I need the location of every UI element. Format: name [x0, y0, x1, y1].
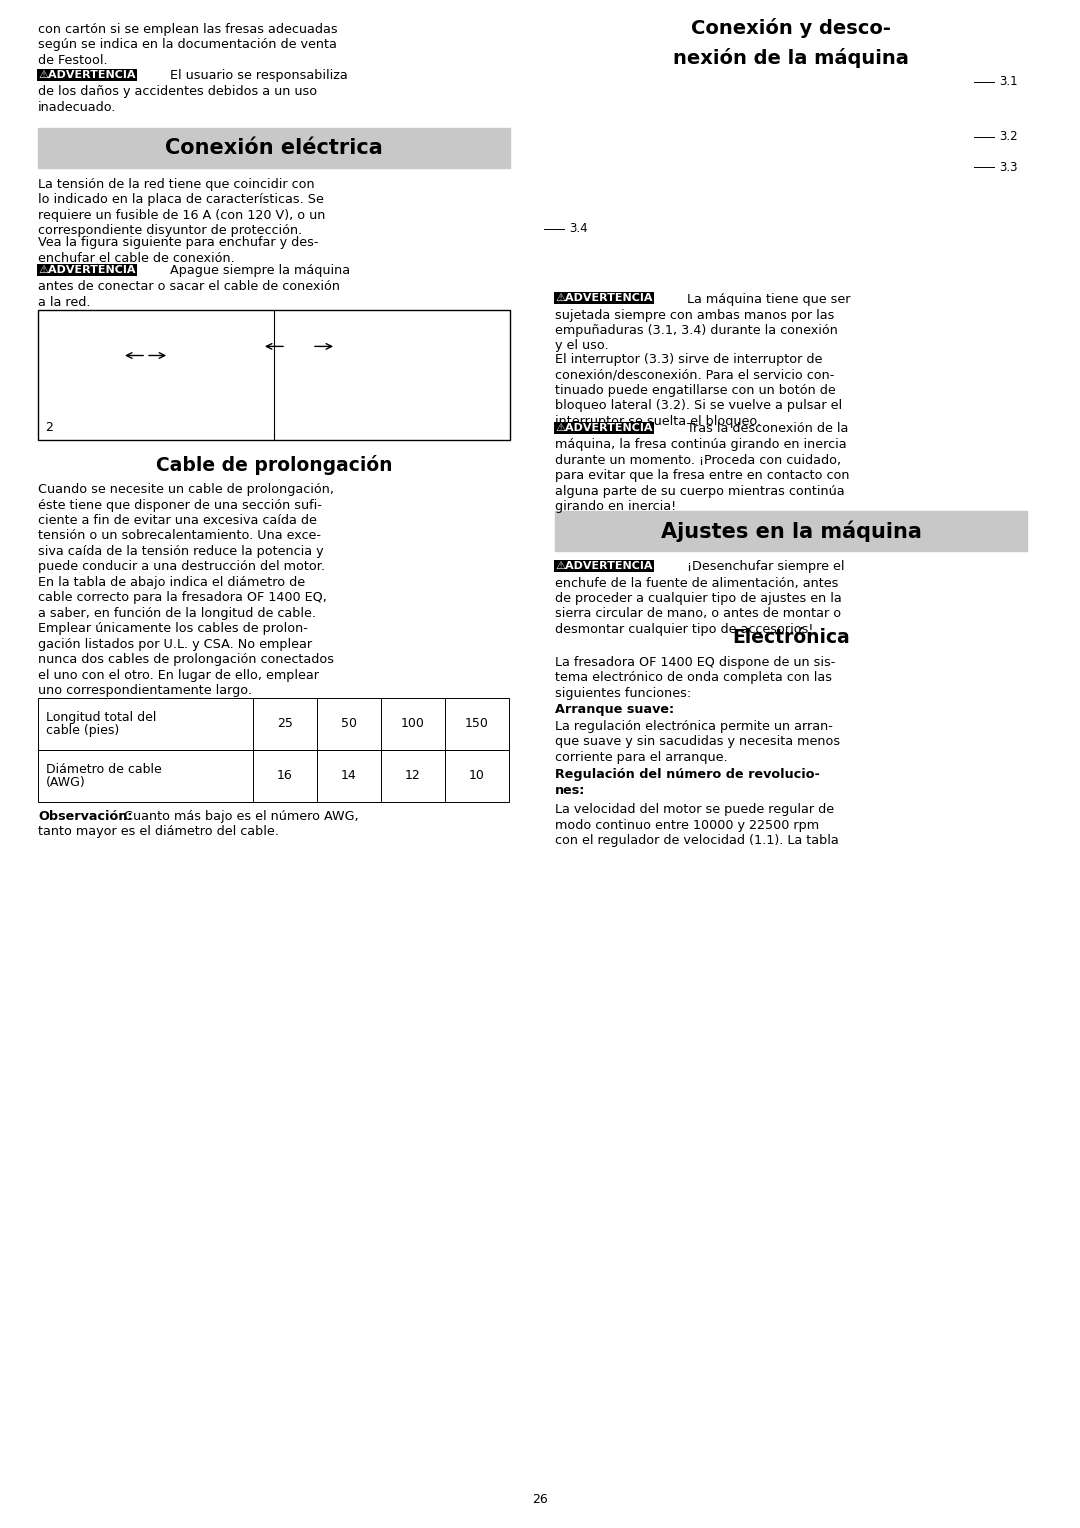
Text: tanto mayor es el diámetro del cable.: tanto mayor es el diámetro del cable. [38, 825, 279, 839]
Text: de Festool.: de Festool. [38, 53, 108, 67]
Text: Cuando se necesite un cable de prolongación,: Cuando se necesite un cable de prolongac… [38, 483, 334, 497]
Text: 3.2: 3.2 [999, 130, 1017, 144]
Text: nexión de la máquina: nexión de la máquina [673, 47, 909, 69]
Text: de los daños y accidentes debidos a un uso: de los daños y accidentes debidos a un u… [38, 86, 318, 98]
Text: siguientes funciones:: siguientes funciones: [555, 688, 691, 700]
Text: puede conducir a una destrucción del motor.: puede conducir a una destrucción del mot… [38, 561, 325, 573]
Text: ⚠ADVERTENCIA: ⚠ADVERTENCIA [555, 423, 652, 432]
Text: Tras la desconexión de la: Tras la desconexión de la [683, 423, 849, 435]
Text: Emplear únicamente los cables de prolon-: Emplear únicamente los cables de prolon- [38, 622, 308, 636]
Text: Regulación del número de revolucio-: Regulación del número de revolucio- [555, 769, 820, 781]
Text: sierra circular de mano, o antes de montar o: sierra circular de mano, o antes de mont… [555, 608, 841, 620]
Text: con cartón si se emplean las fresas adecuadas: con cartón si se emplean las fresas adec… [38, 23, 338, 37]
Text: Conexión eléctrica: Conexión eléctrica [165, 138, 383, 157]
Text: 3.4: 3.4 [569, 223, 588, 235]
Text: inadecuado.: inadecuado. [38, 101, 117, 115]
Text: según se indica en la documentación de venta: según se indica en la documentación de v… [38, 38, 337, 52]
Text: nes:: nes: [555, 784, 585, 796]
Text: (AWG): (AWG) [46, 776, 85, 790]
Text: 10: 10 [469, 770, 485, 782]
Text: Arranque suave:: Arranque suave: [555, 703, 674, 717]
Text: de proceder a cualquier tipo de ajustes en la: de proceder a cualquier tipo de ajustes … [555, 591, 841, 605]
Text: Observación:: Observación: [38, 810, 133, 824]
Text: corriente para el arranque.: corriente para el arranque. [555, 750, 728, 764]
Text: ¡Desenchufar siempre el: ¡Desenchufar siempre el [683, 561, 845, 573]
Text: tensión o un sobrecalentamiento. Una exce-: tensión o un sobrecalentamiento. Una exc… [38, 530, 321, 542]
Text: desmontar cualquier tipo de accesorios!: desmontar cualquier tipo de accesorios! [555, 623, 813, 636]
Text: bloqueo lateral (3.2). Si se vuelve a pulsar el: bloqueo lateral (3.2). Si se vuelve a pu… [555, 399, 842, 413]
Text: Apague siempre la máquina: Apague siempre la máquina [166, 264, 350, 278]
Bar [555, 510, 1027, 552]
Text: máquina, la fresa continúa girando en inercia: máquina, la fresa continúa girando en in… [555, 439, 847, 451]
Text: 50: 50 [341, 718, 357, 730]
Text: 25: 25 [278, 718, 293, 730]
Text: 3.1: 3.1 [999, 75, 1017, 89]
Text: Diámetro de cable: Diámetro de cable [46, 762, 162, 776]
Text: ⚠ADVERTENCIA: ⚠ADVERTENCIA [38, 264, 135, 275]
Text: el uno con el otro. En lugar de ello, emplear: el uno con el otro. En lugar de ello, em… [38, 669, 319, 681]
Text: enchufe de la fuente de alimentación, antes: enchufe de la fuente de alimentación, an… [555, 576, 838, 590]
Text: La regulación electrónica permite un arran-: La regulación electrónica permite un arr… [555, 720, 833, 733]
Text: ciente a fin de evitar una excesiva caída de: ciente a fin de evitar una excesiva caíd… [38, 513, 316, 527]
Text: interruptor se suelta el bloqueo.: interruptor se suelta el bloqueo. [555, 416, 761, 428]
Bar [38, 698, 509, 750]
Text: durante un momento. ¡Proceda con cuidado,: durante un momento. ¡Proceda con cuidado… [555, 454, 841, 468]
Text: El interruptor (3.3) sirve de interruptor de: El interruptor (3.3) sirve de interrupto… [555, 353, 822, 367]
Text: para evitar que la fresa entre en contacto con: para evitar que la fresa entre en contac… [555, 469, 850, 483]
Text: éste tiene que disponer de una sección sufi-: éste tiene que disponer de una sección s… [38, 498, 322, 512]
Text: cable correcto para la fresadora OF 1400 EQ,: cable correcto para la fresadora OF 1400… [38, 591, 327, 605]
Text: sujetada siempre con ambas manos por las: sujetada siempre con ambas manos por las [555, 309, 835, 321]
Text: 26: 26 [532, 1493, 548, 1507]
Text: uno correspondientamente largo.: uno correspondientamente largo. [38, 685, 252, 697]
Text: correspondiente disyuntor de protección.: correspondiente disyuntor de protección. [38, 225, 302, 237]
Text: El usuario se responsabiliza: El usuario se responsabiliza [166, 69, 348, 83]
Text: 14: 14 [341, 770, 356, 782]
Text: tema electrónico de onda completa con las: tema electrónico de onda completa con la… [555, 671, 832, 685]
Text: gación listados por U.L. y CSA. No emplear: gación listados por U.L. y CSA. No emple… [38, 639, 312, 651]
Text: modo continuo entre 10000 y 22500 rpm: modo continuo entre 10000 y 22500 rpm [555, 819, 819, 831]
Text: lo indicado en la placa de características. Se: lo indicado en la placa de característic… [38, 194, 324, 206]
Text: Longitud total del: Longitud total del [46, 711, 157, 724]
Text: alguna parte de su cuerpo mientras continúa: alguna parte de su cuerpo mientras conti… [555, 484, 845, 498]
Text: Conexión y desco-: Conexión y desco- [691, 18, 891, 38]
Text: 100: 100 [401, 718, 424, 730]
Text: con el regulador de velocidad (1.1). La tabla: con el regulador de velocidad (1.1). La … [555, 834, 839, 847]
Text: girando en inercia!: girando en inercia! [555, 501, 676, 513]
Text: conexión/desconexión. Para el servicio con-: conexión/desconexión. Para el servicio c… [555, 368, 835, 382]
Text: La fresadora OF 1400 EQ dispone de un sis-: La fresadora OF 1400 EQ dispone de un si… [555, 656, 835, 669]
Text: 16: 16 [278, 770, 293, 782]
Text: empuñaduras (3.1, 3.4) durante la conexión: empuñaduras (3.1, 3.4) durante la conexi… [555, 324, 838, 338]
Text: 2: 2 [45, 422, 53, 434]
Text: Ajustes en la máquina: Ajustes en la máquina [661, 520, 921, 542]
Text: tinuado puede engatillarse con un botón de: tinuado puede engatillarse con un botón … [555, 384, 836, 397]
Text: Electrónica: Electrónica [732, 628, 850, 646]
Bar [38, 750, 509, 802]
Text: Cuanto más bajo es el número AWG,: Cuanto más bajo es el número AWG, [120, 810, 359, 824]
Text: La velocidad del motor se puede regular de: La velocidad del motor se puede regular … [555, 804, 834, 816]
Text: a la red.: a la red. [38, 296, 91, 309]
Text: ⚠ADVERTENCIA: ⚠ADVERTENCIA [555, 561, 652, 571]
Text: que suave y sin sacudidas y necesita menos: que suave y sin sacudidas y necesita men… [555, 735, 840, 749]
Text: enchufar el cable de conexión.: enchufar el cable de conexión. [38, 252, 234, 264]
Text: nunca dos cables de prolongación conectados: nunca dos cables de prolongación conecta… [38, 654, 334, 666]
Bar [38, 310, 510, 440]
Text: 3.3: 3.3 [999, 160, 1017, 174]
Text: Vea la figura siguiente para enchufar y des-: Vea la figura siguiente para enchufar y … [38, 235, 319, 249]
Text: siva caída de la tensión reduce la potencia y: siva caída de la tensión reduce la poten… [38, 545, 324, 558]
Text: La máquina tiene que ser: La máquina tiene que ser [683, 292, 851, 306]
Text: requiere un fusible de 16 A (con 120 V), o un: requiere un fusible de 16 A (con 120 V),… [38, 209, 325, 222]
Text: y el uso.: y el uso. [555, 339, 609, 353]
Bar [38, 128, 510, 168]
Text: En la tabla de abajo indica el diámetro de: En la tabla de abajo indica el diámetro … [38, 576, 306, 588]
Text: ⚠ADVERTENCIA: ⚠ADVERTENCIA [38, 70, 135, 79]
Text: a saber, en función de la longitud de cable.: a saber, en función de la longitud de ca… [38, 607, 316, 620]
Text: La tensión de la red tiene que coincidir con: La tensión de la red tiene que coincidir… [38, 177, 314, 191]
Text: Cable de prolongación: Cable de prolongación [156, 455, 392, 475]
Text: antes de conectar o sacar el cable de conexión: antes de conectar o sacar el cable de co… [38, 281, 340, 293]
Text: cable (pies): cable (pies) [46, 724, 119, 738]
Text: 150: 150 [465, 718, 489, 730]
Text: ⚠ADVERTENCIA: ⚠ADVERTENCIA [555, 293, 652, 303]
Text: 12: 12 [405, 770, 421, 782]
